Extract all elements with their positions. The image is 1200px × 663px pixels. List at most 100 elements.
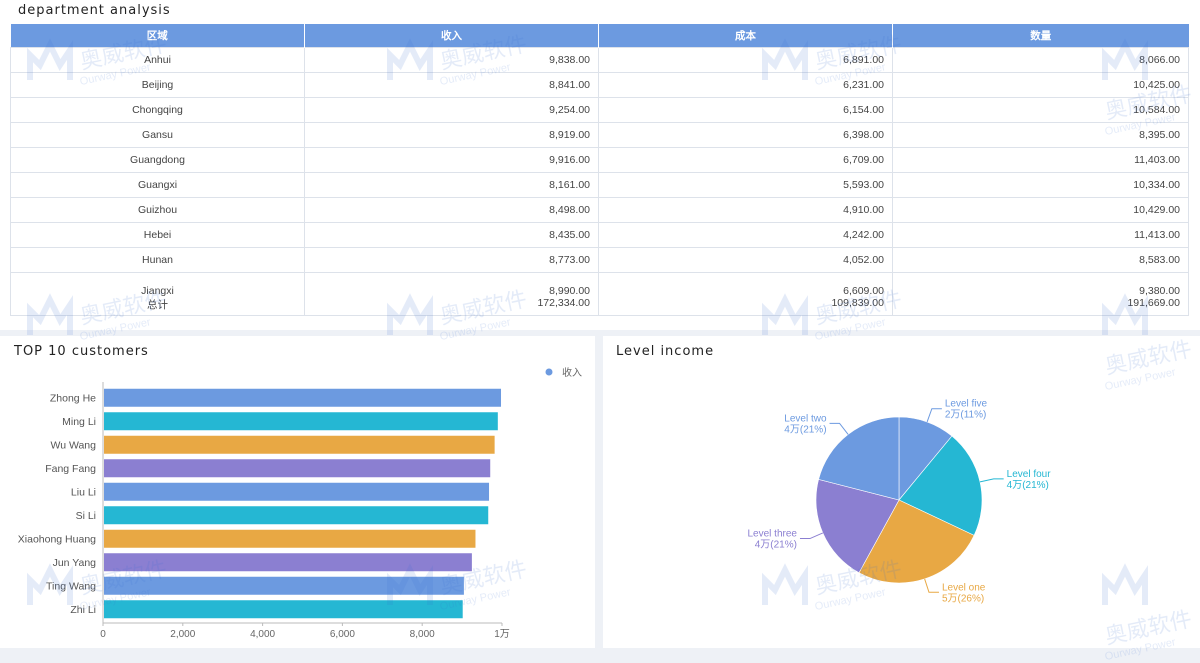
x-tick-label: 4,000: [250, 629, 275, 640]
category-label: Wu Wang: [50, 439, 96, 451]
cell-cost: 6,398.00: [598, 122, 893, 148]
pie-slice-value: 4万(21%): [784, 424, 826, 435]
x-tick-label: 2,000: [170, 629, 195, 640]
table-row[interactable]: Chongqing 9,254.00 6,154.00 10,584.00: [10, 97, 1189, 123]
cell-income: 8,498.00: [304, 197, 599, 223]
cell-income: 9,916.00: [304, 147, 599, 173]
column-header-region[interactable]: 区域: [10, 24, 305, 48]
pie-slice-label: Level one: [942, 582, 986, 593]
cell-income: 9,838.00: [304, 47, 599, 73]
cell-quantity: 11,403.00: [892, 147, 1189, 173]
cell-region: Chongqing: [10, 97, 305, 123]
bar: [104, 506, 489, 525]
cell-income: 8,919.00: [304, 122, 599, 148]
cell-region: Guangdong: [10, 147, 305, 173]
cell-quantity: 10,425.00: [892, 72, 1189, 98]
table-title: department analysis: [18, 3, 171, 18]
cell-income: 8,773.00: [304, 247, 599, 273]
pie-leader-line: [926, 408, 942, 423]
pie-slice-value: 4万(21%): [1007, 480, 1049, 491]
department-analysis-panel: department analysis 区域 收入 成本 数量 Anhui 9,8…: [0, 0, 1200, 330]
cell-quantity: 10,584.00: [892, 97, 1189, 123]
category-label: Ming Li: [62, 416, 96, 428]
cell-income: 8,435.00: [304, 222, 599, 248]
pie-slice-value: 4万(21%): [755, 540, 797, 551]
table-total-row: 总计 172,334.00 109,839.00 191,669.00: [10, 297, 1189, 316]
department-table: 区域 收入 成本 数量 Anhui 9,838.00 6,891.00 8,066.0…: [10, 24, 1189, 316]
bar: [104, 600, 463, 619]
cell-cost: 6,231.00: [598, 72, 893, 98]
pie-leader-line: [924, 578, 939, 593]
category-label: Zhi Li: [70, 604, 96, 616]
cell-cost: 5,593.00: [598, 172, 893, 198]
table-header-row: 区域 收入 成本 数量: [10, 24, 1189, 48]
bar: [104, 435, 495, 454]
category-label: Fang Fang: [45, 463, 96, 475]
legend-label: 收入: [562, 366, 582, 379]
pie-chart-title: Level income: [616, 344, 715, 359]
cell-region: Guizhou: [10, 197, 305, 223]
table-row[interactable]: Anhui 9,838.00 6,891.00 8,066.00: [10, 47, 1189, 73]
pie-slice: [818, 416, 900, 501]
cell-cost: 6,609.00: [598, 272, 893, 297]
cell-quantity: 8,395.00: [892, 122, 1189, 148]
bar: [104, 553, 472, 572]
table-row[interactable]: Guizhou 8,498.00 4,910.00 10,429.00: [10, 197, 1189, 223]
pie-leader-line: [829, 422, 849, 435]
cell-income: 8,841.00: [304, 72, 599, 98]
cell-income-total: 172,334.00: [304, 297, 599, 316]
pie-leader-line: [979, 478, 1004, 483]
bar-chart-title: TOP 10 customers: [14, 344, 149, 359]
cell-region: Beijing: [10, 72, 305, 98]
x-tick-label: 6,000: [330, 629, 355, 640]
table-row[interactable]: Beijing 8,841.00 6,231.00 10,425.00: [10, 72, 1189, 98]
cell-region: Gansu: [10, 122, 305, 148]
cell-cost: 4,052.00: [598, 247, 893, 273]
pie-slice-label: Level two: [784, 413, 827, 424]
cell-cost: 4,242.00: [598, 222, 893, 248]
table-row[interactable]: Guangxi 8,161.00 5,593.00 10,334.00: [10, 172, 1189, 198]
cell-quantity: 11,413.00: [892, 222, 1189, 248]
table-row[interactable]: Guangdong 9,916.00 6,709.00 11,403.00: [10, 147, 1189, 173]
x-tick-label: 8,000: [410, 629, 435, 640]
category-label: Jun Yang: [53, 557, 97, 569]
category-label: Si Li: [76, 510, 96, 522]
top-customers-panel: TOP 10 customers 收入 0 2,000 4,000 6,000 8,000…: [0, 336, 595, 648]
cell-region: Anhui: [10, 47, 305, 73]
bar: [104, 388, 502, 407]
x-tick-label: 1万: [494, 629, 510, 640]
level-income-panel: Level income Level five 2万(11%) Level four…: [603, 336, 1200, 648]
cell-cost: 6,154.00: [598, 97, 893, 123]
cell-income: 9,254.00: [304, 97, 599, 123]
bar: [104, 412, 498, 431]
cell-cost: 6,709.00: [598, 147, 893, 173]
category-label: Ting Wang: [46, 580, 96, 592]
cell-cost: 6,891.00: [598, 47, 893, 73]
cell-quantity: 9,380.00: [892, 272, 1189, 297]
bar: [104, 529, 476, 548]
bar: [104, 459, 491, 478]
cell-quantity: 10,429.00: [892, 197, 1189, 223]
pie-slice-label: Level five: [945, 399, 988, 410]
table-row[interactable]: Hunan 8,773.00 4,052.00 8,583.00: [10, 247, 1189, 273]
cell-quantity: 8,583.00: [892, 247, 1189, 273]
pie-slice-value: 5万(26%): [942, 593, 984, 604]
column-header-quantity[interactable]: 数量: [892, 24, 1189, 48]
cell-income: 8,990.00: [304, 272, 599, 297]
cell-quantity: 8,066.00: [892, 47, 1189, 73]
total-label: 总计: [10, 297, 305, 316]
pie-slice: [898, 435, 983, 536]
category-label: Zhong He: [50, 392, 96, 404]
category-label: Xiaohong Huang: [18, 533, 96, 545]
column-header-income[interactable]: 收入: [304, 24, 599, 48]
cell-region: Guangxi: [10, 172, 305, 198]
table-row[interactable]: Hebei 8,435.00 4,242.00 11,413.00: [10, 222, 1189, 248]
pie-slice-value: 2万(11%): [945, 410, 987, 421]
cell-cost: 4,910.00: [598, 197, 893, 223]
column-header-cost[interactable]: 成本: [598, 24, 893, 48]
pie-slice-label: Level four: [1007, 469, 1052, 480]
cell-income: 8,161.00: [304, 172, 599, 198]
table-row[interactable]: Jiangxi 8,990.00 6,609.00 9,380.00: [10, 272, 1189, 297]
table-row[interactable]: Gansu 8,919.00 6,398.00 8,395.00: [10, 122, 1189, 148]
